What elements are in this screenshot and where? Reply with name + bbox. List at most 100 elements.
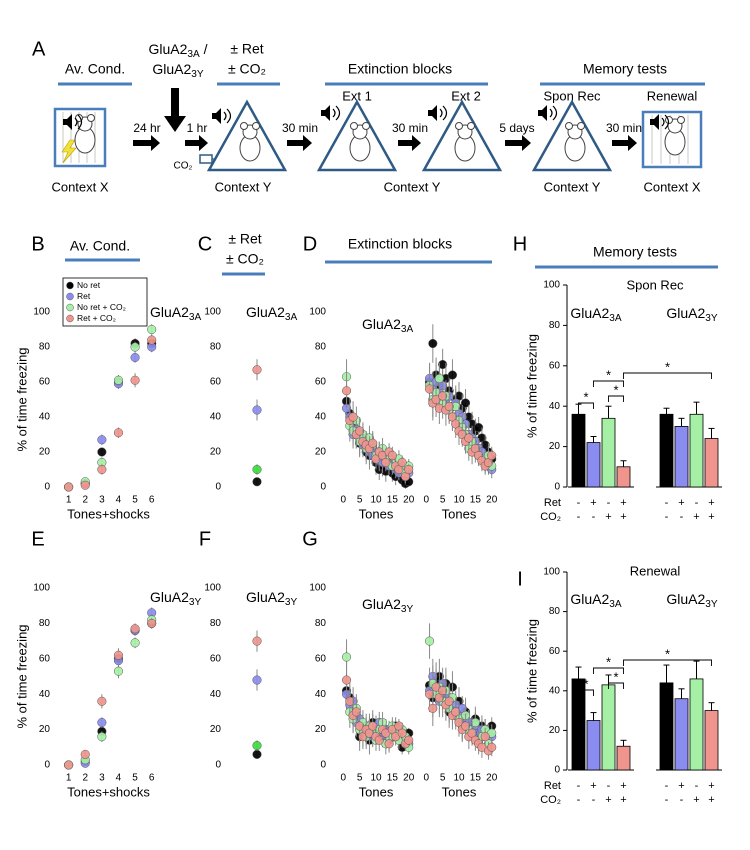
bar [616, 466, 631, 488]
row-mark: - [607, 780, 611, 792]
speaker-icon [63, 114, 72, 130]
data-point [97, 696, 107, 706]
data-point [438, 359, 448, 370]
bar [689, 413, 704, 488]
data-point [384, 739, 394, 749]
y-tick-label: 80 [210, 342, 222, 353]
text-sub: 3Y [705, 313, 718, 324]
genotype-label: GluA23A [246, 304, 298, 323]
x-tick-label: 4 [116, 495, 122, 506]
data-point [341, 652, 352, 662]
interval-label: 30 min [392, 121, 428, 135]
data-point [480, 732, 490, 742]
genotype-label: GluA23Y [246, 589, 298, 608]
genotype-label: GluA23Y [362, 596, 414, 615]
y-tick-label: 40 [549, 401, 561, 412]
y-tick-label: 0 [44, 482, 50, 493]
x-tick-label: 4 [116, 773, 122, 784]
text-sub: 3A [187, 49, 200, 60]
row-mark: - [695, 780, 699, 792]
bar [586, 720, 601, 771]
y-tick-label: 0 [44, 760, 50, 771]
row-mark: + [678, 780, 684, 792]
row-mark: - [680, 511, 684, 523]
y-tick-label: 20 [210, 724, 222, 735]
significance-bracket [623, 372, 712, 379]
data-point [381, 457, 391, 468]
y-tick-label: 0 [320, 482, 326, 493]
data-point [113, 650, 124, 660]
context-label: Context Y [384, 179, 441, 194]
drug-label: GluA23Y [152, 61, 204, 80]
data-point [97, 732, 107, 742]
y-tick-label: 40 [315, 412, 327, 423]
genotype-label: GluA23Y [150, 589, 202, 608]
data-point [97, 717, 107, 728]
x-tick-label: 2 [82, 495, 88, 506]
x-axis-label: Tones [442, 506, 477, 521]
interval-label: 30 min [606, 121, 642, 135]
x-tick-label: 20 [486, 773, 498, 784]
bar [659, 682, 674, 771]
x-tick-label: 0 [423, 773, 429, 784]
y-tick-label: 40 [210, 412, 222, 423]
bar [659, 413, 674, 488]
x-tick-label: 20 [403, 773, 415, 784]
y-tick-label: 100 [204, 307, 221, 318]
significance-star: * [606, 654, 611, 669]
text-base: GluA2 [150, 304, 189, 320]
panel-header: ± Ret [228, 231, 261, 247]
legend-swatch [66, 292, 74, 301]
data-point [147, 324, 157, 335]
row-mark: + [620, 497, 626, 509]
row-mark: - [680, 794, 684, 806]
mouse-ear [87, 114, 95, 122]
data-point [428, 703, 438, 713]
row-mark: - [607, 497, 611, 509]
row-mark: - [665, 794, 669, 806]
y-tick-label: 40 [210, 689, 222, 700]
y-tick-label: 0 [320, 760, 326, 771]
text-sub: 3Y [191, 69, 204, 80]
x-tick-label: 6 [149, 773, 155, 784]
mouse-ear [350, 122, 358, 130]
legend-swatch [66, 281, 74, 290]
significance-bracket [608, 682, 624, 689]
row-mark: + [693, 794, 699, 806]
data-point [355, 426, 365, 436]
y-tick-label: 40 [549, 685, 561, 696]
legend-box [62, 277, 148, 327]
y-tick-label: 0 [554, 765, 560, 776]
x-tick-label: 20 [486, 495, 498, 506]
data-point [345, 696, 355, 706]
x-tick-label: 15 [387, 773, 399, 784]
y-tick-label: 100 [543, 567, 560, 578]
significance-bracket [593, 667, 624, 674]
sound-wave [661, 114, 670, 130]
data-point [130, 638, 140, 648]
x-tick-label: 10 [370, 773, 382, 784]
data-point [252, 675, 262, 685]
data-point [397, 457, 407, 468]
data-point [80, 749, 90, 759]
x-tick-label: 15 [470, 773, 482, 784]
panel-subtitle: Spon Rec [626, 277, 684, 292]
x-tick-label: 0 [340, 495, 346, 506]
row-label: Ret [544, 780, 561, 792]
row-mark: + [620, 780, 626, 792]
text-sub: 3A [401, 324, 414, 335]
text-base: GluA2 [666, 591, 705, 607]
data-point [130, 352, 140, 363]
x-tick-label: 5 [440, 773, 446, 784]
y-tick-label: 80 [210, 618, 222, 629]
interval-label: 1 hr [187, 121, 208, 135]
data-point [387, 450, 397, 461]
session-label: Ext 2 [451, 88, 481, 103]
y-tick-label: 100 [309, 583, 326, 594]
data-point [252, 740, 262, 751]
x-tick-label: 10 [453, 773, 465, 784]
x-tick-label: 15 [387, 495, 399, 506]
text-sub: 3A [609, 599, 622, 610]
data-point [80, 480, 90, 490]
